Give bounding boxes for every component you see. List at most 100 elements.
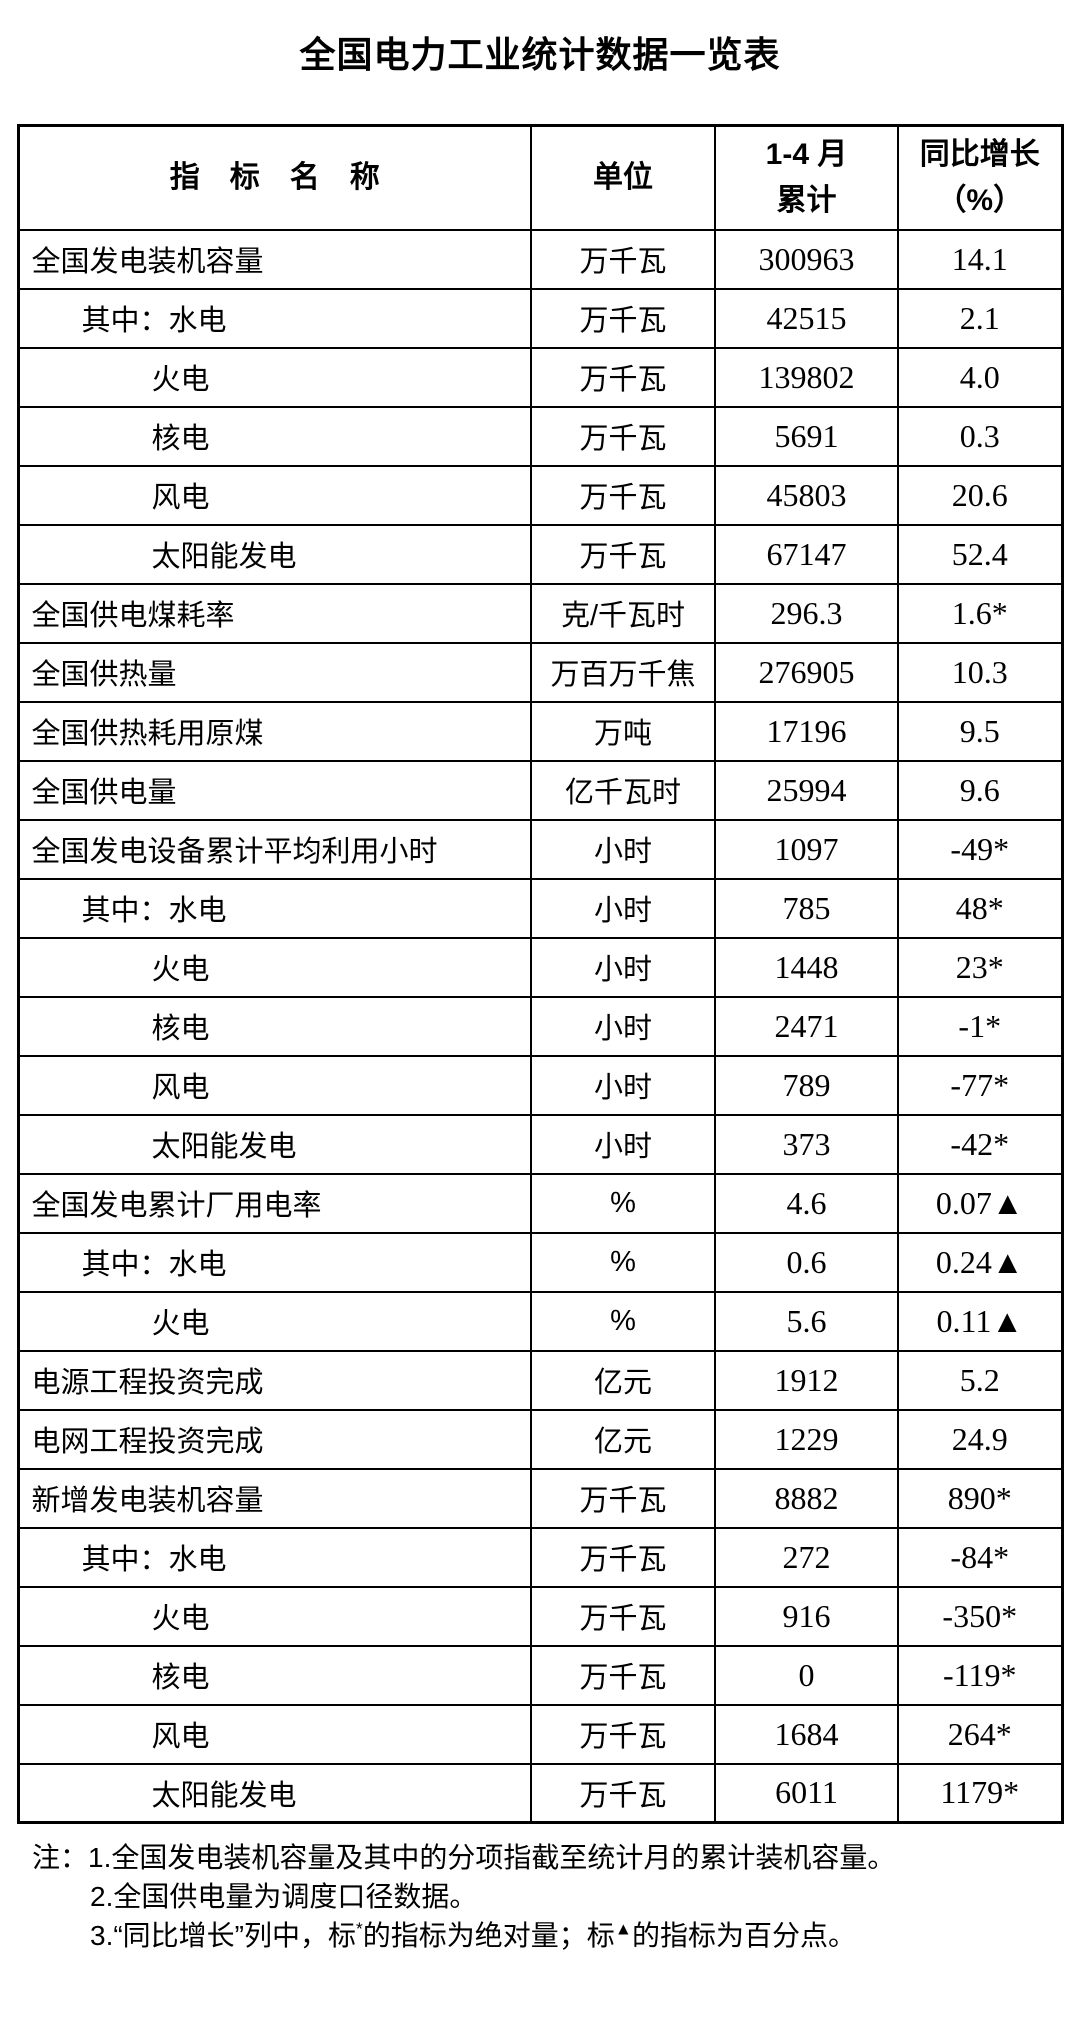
table-row: 风电 万千瓦 45803 20.6 — [17, 464, 1063, 526]
unit-cell: 万千瓦 — [530, 1762, 716, 1824]
unit-cell: 小时 — [530, 995, 716, 1057]
table-row: 全国发电装机容量 万千瓦 300963 14.1 — [17, 228, 1063, 290]
table-row: 全国供热耗用原煤 万吨 17196 9.5 — [17, 700, 1063, 762]
unit-cell: 万千瓦 — [530, 1703, 716, 1765]
header-growth-line1: 同比增长 — [919, 137, 1040, 171]
header-period: 1-4 月 累计 — [714, 124, 899, 231]
statistics-table: 指 标 名 称 单位 1-4 月 累计 同比增长 （%） 全国发电装机容量 万千… — [16, 124, 1064, 1824]
value-cell: 272 — [714, 1526, 899, 1588]
growth-cell: 1.6* — [897, 582, 1063, 644]
unit-cell: 小时 — [530, 1054, 716, 1116]
growth-cell: 9.6 — [897, 759, 1063, 821]
indicator-cell: 火电 — [17, 1290, 532, 1352]
value-cell: 1097 — [714, 818, 899, 880]
unit-cell: 万千瓦 — [530, 1644, 716, 1706]
table-row: 火电 % 5.6 0.11▲ — [17, 1290, 1063, 1352]
growth-cell: 10.3 — [897, 641, 1063, 703]
unit-cell: 亿元 — [530, 1408, 716, 1470]
table-row: 全国供电煤耗率 克/千瓦时 296.3 1.6* — [17, 582, 1063, 644]
footnote-line-3: 3.“同比增长”列中，标*的指标为绝对量；标▲的指标为百分点。 — [90, 1916, 1080, 1955]
value-cell: 139802 — [714, 346, 899, 408]
table-header: 指 标 名 称 单位 1-4 月 累计 同比增长 （%） — [17, 124, 1063, 231]
indicator-cell: 其中：水电 — [17, 1526, 532, 1588]
indicator-cell: 火电 — [17, 936, 532, 998]
table-row: 全国供电量 亿千瓦时 25994 9.6 — [17, 759, 1063, 821]
indicator-cell: 其中：水电 — [17, 287, 532, 349]
unit-cell: 万千瓦 — [530, 405, 716, 467]
indicator-cell: 太阳能发电 — [17, 523, 532, 585]
indicator-cell: 其中：水电 — [17, 877, 532, 939]
table-row: 太阳能发电 万千瓦 67147 52.4 — [17, 523, 1063, 585]
table-row: 太阳能发电 小时 373 -42* — [17, 1113, 1063, 1175]
unit-cell: 万百万千焦 — [530, 641, 716, 703]
asterisk-marker: * — [356, 1918, 363, 1939]
header-row: 指 标 名 称 单位 1-4 月 累计 同比增长 （%） — [17, 124, 1063, 231]
table-row: 火电 万千瓦 916 -350* — [17, 1585, 1063, 1647]
indicator-cell: 核电 — [17, 405, 532, 467]
table-row: 其中：水电 万千瓦 272 -84* — [17, 1526, 1063, 1588]
value-cell: 6011 — [714, 1762, 899, 1824]
value-cell: 25994 — [714, 759, 899, 821]
table-row: 火电 万千瓦 139802 4.0 — [17, 346, 1063, 408]
value-cell: 916 — [714, 1585, 899, 1647]
unit-cell: 亿元 — [530, 1349, 716, 1411]
table-row: 新增发电装机容量 万千瓦 8882 890* — [17, 1467, 1063, 1529]
value-cell: 5691 — [714, 405, 899, 467]
footnote-text-2: 2.全国供电量为调度口径数据。 — [90, 1881, 478, 1912]
footnote-text-1: 1.全国发电装机容量及其中的分项指截至统计月的累计装机容量。 — [88, 1842, 896, 1873]
footnote-label: 注： — [32, 1842, 89, 1873]
table-row: 火电 小时 1448 23* — [17, 936, 1063, 998]
indicator-cell: 其中：水电 — [17, 1231, 532, 1293]
indicator-cell: 电源工程投资完成 — [17, 1349, 532, 1411]
growth-cell: 264* — [897, 1703, 1063, 1765]
value-cell: 4.6 — [714, 1172, 899, 1234]
value-cell: 8882 — [714, 1467, 899, 1529]
indicator-cell: 全国供电煤耗率 — [17, 582, 532, 644]
table-row: 电源工程投资完成 亿元 1912 5.2 — [17, 1349, 1063, 1411]
table-row: 电网工程投资完成 亿元 1229 24.9 — [17, 1408, 1063, 1470]
indicator-cell: 风电 — [17, 1703, 532, 1765]
value-cell: 1448 — [714, 936, 899, 998]
growth-cell: 0.3 — [897, 405, 1063, 467]
header-growth: 同比增长 （%） — [897, 124, 1063, 231]
indicator-cell: 全国供热量 — [17, 641, 532, 703]
value-cell: 789 — [714, 1054, 899, 1116]
unit-cell: 小时 — [530, 936, 716, 998]
header-indicator: 指 标 名 称 — [17, 124, 532, 231]
growth-cell: -350* — [897, 1585, 1063, 1647]
table-row: 全国发电累计厂用电率 % 4.6 0.07▲ — [17, 1172, 1063, 1234]
table-row: 其中：水电 小时 785 48* — [17, 877, 1063, 939]
table-body: 全国发电装机容量 万千瓦 300963 14.1 其中：水电 万千瓦 42515… — [17, 228, 1063, 1824]
indicator-cell: 风电 — [17, 1054, 532, 1116]
growth-cell: 23* — [897, 936, 1063, 998]
unit-cell: % — [530, 1172, 716, 1234]
value-cell: 296.3 — [714, 582, 899, 644]
indicator-cell: 电网工程投资完成 — [17, 1408, 532, 1470]
unit-cell: 万千瓦 — [530, 1467, 716, 1529]
unit-cell: 万千瓦 — [530, 228, 716, 290]
indicator-cell: 核电 — [17, 1644, 532, 1706]
footnote-text-3: 3.“同比增长”列中，标*的指标为绝对量；标▲的指标为百分点。 — [90, 1916, 856, 1955]
indicator-cell: 太阳能发电 — [17, 1762, 532, 1824]
unit-cell: 万千瓦 — [530, 1526, 716, 1588]
unit-cell: 万吨 — [530, 700, 716, 762]
header-unit: 单位 — [530, 124, 716, 231]
indicator-cell: 全国发电装机容量 — [17, 228, 532, 290]
growth-cell: -49* — [897, 818, 1063, 880]
footnote-line-2: 2.全国供电量为调度口径数据。 — [90, 1877, 1080, 1916]
indicator-cell: 全国供热耗用原煤 — [17, 700, 532, 762]
unit-cell: 小时 — [530, 1113, 716, 1175]
growth-cell: 890* — [897, 1467, 1063, 1529]
growth-cell: 52.4 — [897, 523, 1063, 585]
unit-cell: 万千瓦 — [530, 346, 716, 408]
indicator-cell: 全国供电量 — [17, 759, 532, 821]
footnotes: 注： 1.全国发电装机容量及其中的分项指截至统计月的累计装机容量。 2.全国供电… — [32, 1838, 1080, 1955]
value-cell: 1684 — [714, 1703, 899, 1765]
footnote-3-part-b: 的指标为绝对量；标 — [362, 1920, 615, 1951]
growth-cell: 0.07▲ — [897, 1172, 1063, 1234]
unit-cell: 克/千瓦时 — [530, 582, 716, 644]
indicator-cell: 火电 — [17, 346, 532, 408]
growth-cell: 1179* — [897, 1762, 1063, 1824]
header-period-line1: 1-4 月 — [765, 137, 848, 171]
value-cell: 300963 — [714, 228, 899, 290]
